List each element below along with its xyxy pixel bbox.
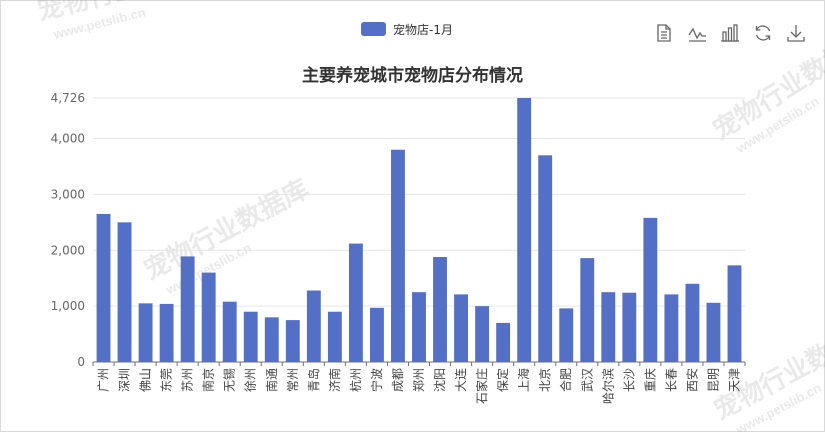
x-tick-label: 保定 xyxy=(495,368,510,392)
bar[interactable] xyxy=(117,222,132,362)
toolbox xyxy=(654,23,806,43)
x-tick-label: 长春 xyxy=(664,368,678,392)
x-tick-label: 昆明 xyxy=(706,368,720,392)
bar[interactable] xyxy=(580,258,595,362)
bar[interactable] xyxy=(180,256,195,362)
x-tick-label: 徐州 xyxy=(243,368,258,392)
x-tick-label: 长沙 xyxy=(622,368,636,392)
bar[interactable] xyxy=(391,149,405,362)
bar[interactable] xyxy=(264,317,279,362)
x-tick-label: 沈阳 xyxy=(432,368,447,392)
y-tick-label: 0 xyxy=(77,355,85,369)
bar[interactable] xyxy=(706,302,721,362)
y-tick-label: 1,000 xyxy=(51,299,85,313)
x-tick-label: 石家庄 xyxy=(474,368,489,404)
x-tick-label: 哈尔滨 xyxy=(600,368,615,404)
bar[interactable] xyxy=(222,301,237,362)
y-tick-label: 4,000 xyxy=(51,132,85,146)
bar[interactable] xyxy=(433,256,447,362)
x-tick-label: 济南 xyxy=(327,368,342,392)
bar-chart-icon[interactable] xyxy=(720,23,740,43)
line-chart-icon[interactable] xyxy=(687,23,707,43)
bar[interactable] xyxy=(243,311,258,362)
x-tick-label: 合肥 xyxy=(558,368,573,392)
bar[interactable] xyxy=(96,213,111,362)
x-tick-label: 北京 xyxy=(538,368,552,392)
bar[interactable] xyxy=(159,303,174,362)
grid-lines xyxy=(93,97,745,307)
legend[interactable]: 宠物店-1月 xyxy=(361,20,453,38)
watermark-text: 宠物行业数据库 xyxy=(139,173,314,285)
bar[interactable] xyxy=(727,265,742,362)
bar[interactable] xyxy=(306,290,321,362)
x-axis xyxy=(92,361,746,366)
bar[interactable] xyxy=(327,311,342,362)
bar[interactable] xyxy=(475,306,490,362)
x-tick-label: 南通 xyxy=(264,368,279,392)
x-tick-label: 无锡 xyxy=(222,368,237,392)
x-axis-labels: 广州 深圳 佛山 东莞 苏州 南京 无锡 徐州 南通 常州 青岛 济南 杭州 宁波 成都 郑州 沈阳 大连 石家庄保… xyxy=(97,368,742,404)
bar[interactable] xyxy=(496,322,511,362)
y-tick-label: 3,000 xyxy=(51,187,85,201)
y-axis-ticks: 0 1,000 2,000 3,000 4,000 4,726 xyxy=(51,91,85,369)
bar[interactable] xyxy=(348,243,363,362)
bar[interactable] xyxy=(664,294,679,362)
bar[interactable] xyxy=(369,307,384,362)
x-tick-label: 重庆 xyxy=(643,368,657,392)
y-tick-label: 4,726 xyxy=(51,91,85,105)
bar[interactable] xyxy=(601,292,616,362)
bar[interactable] xyxy=(285,320,300,362)
bar[interactable] xyxy=(643,217,658,362)
x-tick-label: 宁波 xyxy=(369,368,384,392)
x-tick-label: 苏州 xyxy=(181,368,195,392)
bar[interactable] xyxy=(138,303,153,362)
data-view-icon[interactable] xyxy=(654,23,674,43)
bar[interactable] xyxy=(685,283,700,362)
bar[interactable] xyxy=(517,98,532,362)
restore-icon[interactable] xyxy=(753,23,773,43)
x-tick-label: 武汉 xyxy=(580,368,594,392)
x-tick-label: 南京 xyxy=(201,368,216,392)
x-tick-label: 佛山 xyxy=(139,368,153,392)
x-tick-label: 大连 xyxy=(453,368,468,392)
x-tick-label: 青岛 xyxy=(306,368,321,392)
legend-swatch[interactable] xyxy=(361,22,386,36)
legend-label[interactable]: 宠物店-1月 xyxy=(393,22,453,37)
y-tick-label: 2,000 xyxy=(51,243,85,257)
bar[interactable] xyxy=(201,272,216,362)
x-tick-label: 郑州 xyxy=(411,368,426,392)
bar[interactable] xyxy=(622,292,637,362)
bar[interactable] xyxy=(454,294,469,362)
chart-title: 主要养宠城市宠物店分布情况 xyxy=(302,66,523,86)
x-tick-label: 东莞 xyxy=(160,368,174,392)
bar[interactable] xyxy=(412,292,426,362)
x-tick-label: 杭州 xyxy=(348,368,363,392)
bar[interactable] xyxy=(559,308,574,362)
download-icon[interactable] xyxy=(786,23,806,43)
bar[interactable] xyxy=(538,155,553,362)
x-tick-label: 西安 xyxy=(684,368,699,392)
x-tick-label: 常州 xyxy=(286,368,300,392)
x-tick-label: 广州 xyxy=(97,368,111,392)
x-tick-label: 深圳 xyxy=(118,368,132,392)
bar-series[interactable] xyxy=(96,98,742,362)
x-tick-label: 成都 xyxy=(391,368,405,392)
x-tick-label: 天津 xyxy=(727,368,741,392)
x-tick-label: 上海 xyxy=(516,368,531,392)
